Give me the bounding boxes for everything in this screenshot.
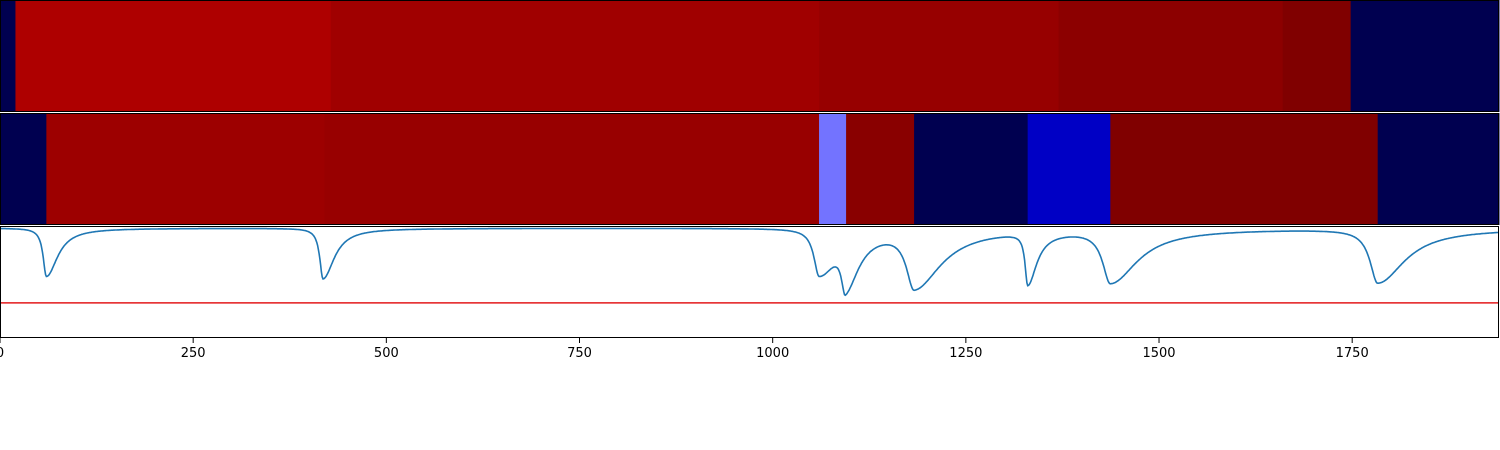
heatmap-row-top bbox=[0, 0, 1500, 112]
x-tick-label: 750 bbox=[567, 346, 592, 361]
line-panel bbox=[0, 226, 1500, 338]
x-axis: 0 250 500 750 1000 1250 1500 1750 bbox=[0, 338, 1369, 361]
x-tick-label: 1500 bbox=[1142, 346, 1175, 361]
heatmap-cell-6 bbox=[914, 113, 1029, 225]
heatmap-cell-3 bbox=[324, 113, 820, 225]
x-tick-label: 500 bbox=[374, 346, 399, 361]
heatmap-cell-2 bbox=[46, 113, 326, 225]
heatmap-cell-4 bbox=[819, 113, 847, 225]
heatmap-cell-5 bbox=[846, 113, 915, 225]
heatmap-cell-4 bbox=[819, 0, 1060, 112]
x-tick-label: 1750 bbox=[1336, 346, 1369, 361]
panel-frame bbox=[0, 113, 1499, 225]
series-line bbox=[0, 227, 1500, 297]
x-tick-label: 0 bbox=[0, 346, 4, 361]
heatmap-cell-1 bbox=[0, 0, 16, 112]
heatmap-cell-7 bbox=[1350, 0, 1500, 112]
heatmap-cell-9 bbox=[1377, 113, 1500, 225]
heatmap-cell-3 bbox=[330, 0, 820, 112]
heatmap-cell-5 bbox=[1058, 0, 1284, 112]
heatmap-cell-1 bbox=[0, 113, 47, 225]
panel-frame bbox=[0, 226, 1499, 338]
x-tick-label: 250 bbox=[181, 346, 206, 361]
x-tick-label: 1000 bbox=[756, 346, 789, 361]
heatmap-cell-2 bbox=[15, 0, 332, 112]
heatmap-row-bottom bbox=[0, 113, 1500, 225]
panel-frame bbox=[0, 0, 1499, 112]
heatmap-cell-6 bbox=[1282, 0, 1352, 112]
heatmap-cell-7 bbox=[1027, 113, 1111, 225]
x-tick-label: 1250 bbox=[949, 346, 982, 361]
heatmap-cell-8 bbox=[1110, 113, 1379, 225]
